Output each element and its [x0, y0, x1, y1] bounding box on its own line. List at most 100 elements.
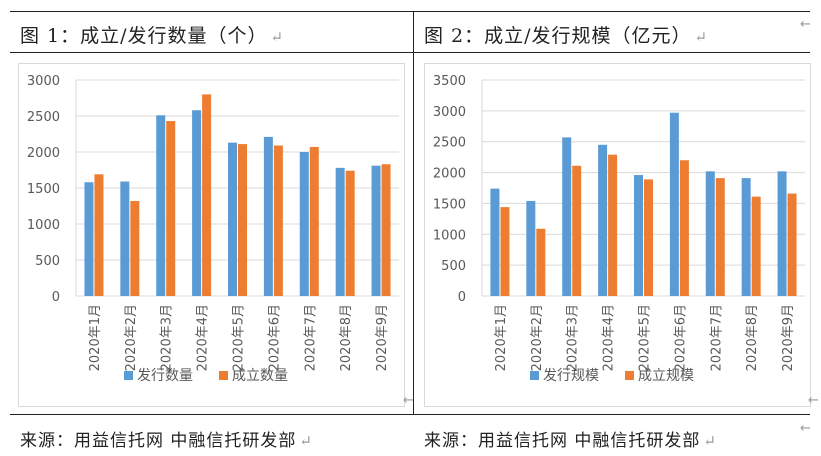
- figure1-source: 来源：用益信托网 中融信托研发部 ↵: [20, 426, 313, 451]
- chart2-legend-swatch: [530, 371, 539, 380]
- chart2-bar-series1: [777, 171, 787, 296]
- chart1-bar-series2: [130, 200, 140, 296]
- figure2-chart: 0 500 1000 1500 2000 2500 3000 3500 2020年1月 2020年…: [433, 74, 805, 384]
- chart2-legend-swatch: [625, 371, 634, 380]
- chart1-bar-series1: [371, 165, 381, 296]
- chart2-x-tick-label: 2020年9月: [781, 304, 796, 371]
- chart1-x-tick-label: 2020年6月: [267, 304, 282, 371]
- chart2-bar-series2: [715, 178, 725, 296]
- chart2-bar-series1: [562, 137, 572, 296]
- chart2-x-tick-label: 2020年3月: [566, 304, 581, 371]
- chart1-y-tick-label: 500: [35, 254, 60, 269]
- chart1-bar-series1: [120, 181, 130, 296]
- side-mark: ←: [403, 393, 414, 408]
- chart1-x-tick-label: 2020年8月: [339, 304, 354, 371]
- chart2-bar-series1: [598, 144, 608, 296]
- chart2-y-tick-label: 0: [458, 290, 466, 305]
- chart2-bar-series2: [500, 207, 510, 296]
- chart1-y-tick-label: 2500: [27, 110, 60, 125]
- side-mark: ←: [800, 421, 811, 436]
- chart1-bar-series2: [202, 94, 212, 297]
- chart2-bar-series1: [526, 200, 536, 296]
- chart2-bar-series2: [572, 165, 582, 296]
- chart1-legend-label: 成立数量: [232, 368, 288, 384]
- figure1-source-text: 来源：用益信托网 中融信托研发部: [20, 431, 297, 451]
- chart1-bar-series2: [273, 145, 283, 296]
- chart1-bar-series2: [381, 164, 391, 296]
- chart2-x-tick-label: 2020年4月: [602, 304, 617, 371]
- chart2-bar-series2: [608, 154, 618, 296]
- chart1-legend-label: 发行数量: [137, 368, 193, 384]
- chart2-bar-series2: [787, 193, 797, 296]
- return-mark: ↵: [694, 28, 709, 46]
- chart1-bar-series2: [345, 170, 355, 296]
- chart2-y-tick-label: 2500: [433, 136, 466, 151]
- figure2-caption: 图 2：成立/发行规模（亿元） ↵: [424, 21, 708, 48]
- chart1-bar-series2: [238, 144, 247, 296]
- chart2-x-tick-label: 2020年8月: [745, 304, 760, 371]
- chart2-y-tick-label: 3000: [433, 105, 466, 120]
- chart2-legend-label: 发行规模: [543, 368, 599, 384]
- figure1-caption: 图 1：成立/发行数量（个） ↵: [20, 21, 284, 48]
- chart2-y-tick-label: 2000: [433, 167, 466, 182]
- figure1-chart: 0 500 1000 1500 2000 2500 3000 2020年1月 2020年2月 20…: [27, 74, 399, 384]
- chart1-x-tick-label: 2020年7月: [303, 304, 318, 371]
- chart2-y-tick-label: 1500: [433, 197, 466, 212]
- chart1-x-tick-label: 2020年5月: [232, 304, 247, 371]
- chart1-y-tick-label: 1500: [27, 182, 60, 197]
- chart2-bar-series1: [669, 112, 679, 296]
- chart1-x-tick-label: 2020年9月: [375, 304, 390, 371]
- table-bottom-border: [10, 414, 810, 415]
- return-mark: ↵: [299, 432, 313, 450]
- chart1-y-tick-label: 2000: [27, 146, 60, 161]
- chart2-x-tick-label: 2020年1月: [494, 304, 509, 371]
- chart1-x-tick-label: 2020年3月: [160, 304, 175, 371]
- figure2-chart-frame: 0 500 1000 1500 2000 2500 3000 3500 2020年1月 2020年…: [424, 63, 811, 407]
- figure1-chart-frame: 0 500 1000 1500 2000 2500 3000 2020年1月 2020年2月 20…: [18, 63, 405, 407]
- chart1-legend-swatch: [219, 371, 228, 380]
- chart1-bar-series1: [156, 115, 166, 296]
- chart2-bar-series2: [644, 179, 653, 296]
- chart1-bar-series2: [309, 146, 319, 296]
- chart2-x-tick-label: 2020年2月: [530, 304, 545, 371]
- chart2-bar-series1: [705, 171, 715, 296]
- chart1-bar-series2: [166, 121, 176, 296]
- chart2-legend-label: 成立规模: [638, 368, 694, 384]
- chart1-y-tick-label: 3000: [27, 74, 60, 89]
- return-mark: ↵: [703, 432, 717, 450]
- figure2-source-text: 来源：用益信托网 中融信托研发部: [424, 431, 701, 451]
- chart1-x-tick-label: 2020年2月: [124, 304, 139, 371]
- chart1-bar-series1: [192, 110, 202, 296]
- table-column-divider: [413, 11, 414, 414]
- chart2-bar-series2: [536, 228, 546, 296]
- chart1-x-tick-label: 2020年1月: [88, 304, 103, 371]
- figure2-caption-text: 图 2：成立/发行规模（亿元）: [424, 25, 692, 47]
- figure2-source: 来源：用益信托网 中融信托研发部 ↵: [424, 426, 717, 451]
- chart2-y-tick-label: 3500: [433, 74, 466, 89]
- chart1-legend-swatch: [124, 371, 133, 380]
- figure1-caption-text: 图 1：成立/发行数量（个）: [20, 25, 268, 47]
- chart2-bar-series2: [751, 196, 761, 296]
- chart1-y-tick-label: 1000: [27, 218, 60, 233]
- chart1-bar-series1: [84, 182, 94, 296]
- table-top-border: [10, 11, 810, 12]
- chart1-bar-series1: [299, 152, 309, 296]
- chart1-bar-series1: [335, 167, 345, 296]
- chart2-bar-series1: [490, 188, 500, 296]
- chart1-bar-series1: [263, 136, 273, 296]
- chart2-x-tick-label: 2020年5月: [638, 304, 653, 371]
- chart1-x-tick-label: 2020年4月: [196, 304, 211, 371]
- chart2-bar-series2: [679, 160, 689, 296]
- chart2-bar-series1: [741, 178, 751, 296]
- side-mark: ←: [808, 393, 819, 408]
- return-mark: ↵: [270, 28, 285, 46]
- side-mark: ←: [800, 17, 811, 32]
- chart1-bar-series2: [94, 174, 104, 296]
- chart2-bar-series1: [634, 175, 643, 296]
- chart2-x-tick-label: 2020年6月: [673, 304, 688, 371]
- chart1-bar-series1: [228, 142, 237, 296]
- chart2-y-tick-label: 500: [441, 259, 466, 274]
- chart2-x-tick-label: 2020年7月: [709, 304, 724, 371]
- chart2-y-tick-label: 1000: [433, 228, 466, 243]
- chart1-y-tick-label: 0: [52, 290, 60, 305]
